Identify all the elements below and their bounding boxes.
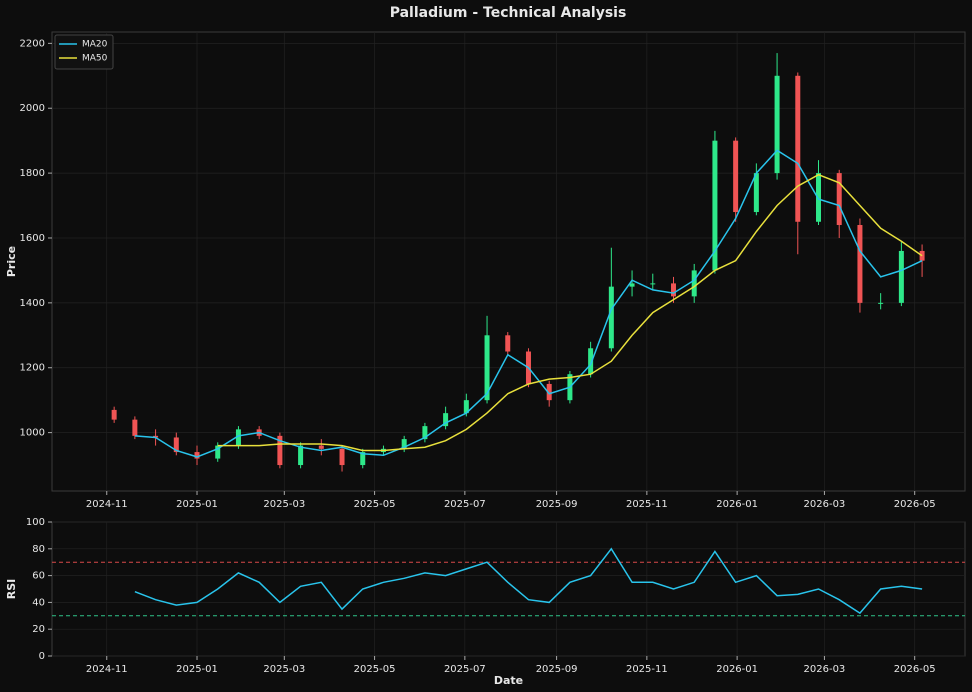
x-tick-label: 2025-03	[263, 664, 305, 675]
candle-body	[505, 335, 511, 352]
candle-body	[298, 445, 304, 466]
candle-body	[650, 283, 656, 285]
candle-body	[132, 419, 138, 436]
candle-body	[401, 439, 407, 449]
candle-body	[857, 225, 863, 303]
y-axis-label: RSI	[5, 579, 18, 600]
y-tick-label: 0	[39, 651, 45, 662]
candle-body	[753, 173, 759, 213]
candle-body	[816, 173, 822, 222]
candle-body	[463, 400, 469, 414]
y-tick-label: 1000	[20, 428, 45, 439]
y-tick-label: 60	[32, 571, 45, 582]
candle-body	[111, 409, 117, 420]
candle-body	[339, 448, 345, 466]
x-tick-label: 2025-09	[536, 499, 578, 510]
candle-body	[422, 426, 428, 440]
candle-body	[588, 348, 594, 375]
legend-label: MA50	[82, 54, 108, 64]
x-tick-label: 2025-11	[626, 664, 668, 675]
y-tick-label: 40	[32, 597, 45, 608]
line-series	[134, 149, 923, 458]
candle-body	[774, 75, 780, 174]
x-tick-label: 2025-05	[354, 499, 396, 510]
candle-body	[153, 435, 159, 438]
candle-body	[318, 445, 324, 449]
x-tick-label: 2025-07	[444, 499, 486, 510]
line-series	[217, 173, 923, 452]
x-tick-label: 2024-11	[86, 664, 128, 675]
candle-body	[878, 302, 884, 304]
candle-body	[919, 250, 925, 261]
candle-body	[215, 445, 221, 459]
legend: MA20 MA50	[54, 34, 114, 70]
x-tick-label: 2026-03	[804, 499, 846, 510]
x-tick-label: 2025-09	[536, 664, 578, 675]
candle-body	[277, 435, 283, 466]
y-tick-label: 2000	[20, 103, 45, 114]
candle-body	[691, 270, 697, 297]
y-tick-label: 1800	[20, 168, 45, 179]
candle-body	[733, 140, 739, 213]
y-tick-label: 2200	[20, 38, 45, 49]
x-tick-label: 2026-03	[804, 664, 846, 675]
y-tick-label: 80	[32, 544, 45, 555]
x-tick-label: 2025-03	[263, 499, 305, 510]
candle-body	[443, 413, 449, 427]
legend-label: MA20	[82, 40, 108, 50]
y-tick-label: 1200	[20, 363, 45, 374]
x-tick-label: 2025-05	[354, 664, 396, 675]
candle-body	[484, 335, 490, 401]
plot-area	[51, 521, 966, 657]
candle-body	[546, 383, 552, 401]
x-tick-label: 2026-01	[716, 499, 758, 510]
x-tick-label: 2026-01	[716, 664, 758, 675]
candle-body	[360, 452, 366, 466]
candle-body	[235, 429, 241, 446]
x-tick-label: 2025-01	[176, 499, 218, 510]
x-axis-label: Date	[494, 674, 523, 687]
candle-body	[836, 173, 842, 226]
x-tick-label: 2026-05	[894, 499, 936, 510]
candle-body	[608, 286, 614, 349]
candle-body	[670, 283, 676, 297]
x-tick-label: 2026-05	[894, 664, 936, 675]
plot-area	[51, 31, 966, 492]
y-tick-label: 100	[26, 517, 45, 528]
y-tick-label: 1600	[20, 233, 45, 244]
y-axis-label: Price	[5, 246, 18, 277]
candle-body	[173, 437, 179, 453]
x-tick-label: 2025-01	[176, 664, 218, 675]
candle-body	[712, 140, 718, 271]
candle-body	[194, 452, 200, 459]
x-tick-label: 2024-11	[86, 499, 128, 510]
chart-title: Palladium - Technical Analysis	[390, 5, 627, 21]
candle-body	[795, 75, 801, 222]
candle-body	[898, 250, 904, 303]
line-series	[134, 547, 923, 615]
x-tick-label: 2025-11	[626, 499, 668, 510]
y-tick-label: 1400	[20, 298, 45, 309]
candle-body	[629, 283, 635, 287]
y-tick-label: 20	[32, 624, 45, 635]
x-tick-label: 2025-07	[444, 664, 486, 675]
